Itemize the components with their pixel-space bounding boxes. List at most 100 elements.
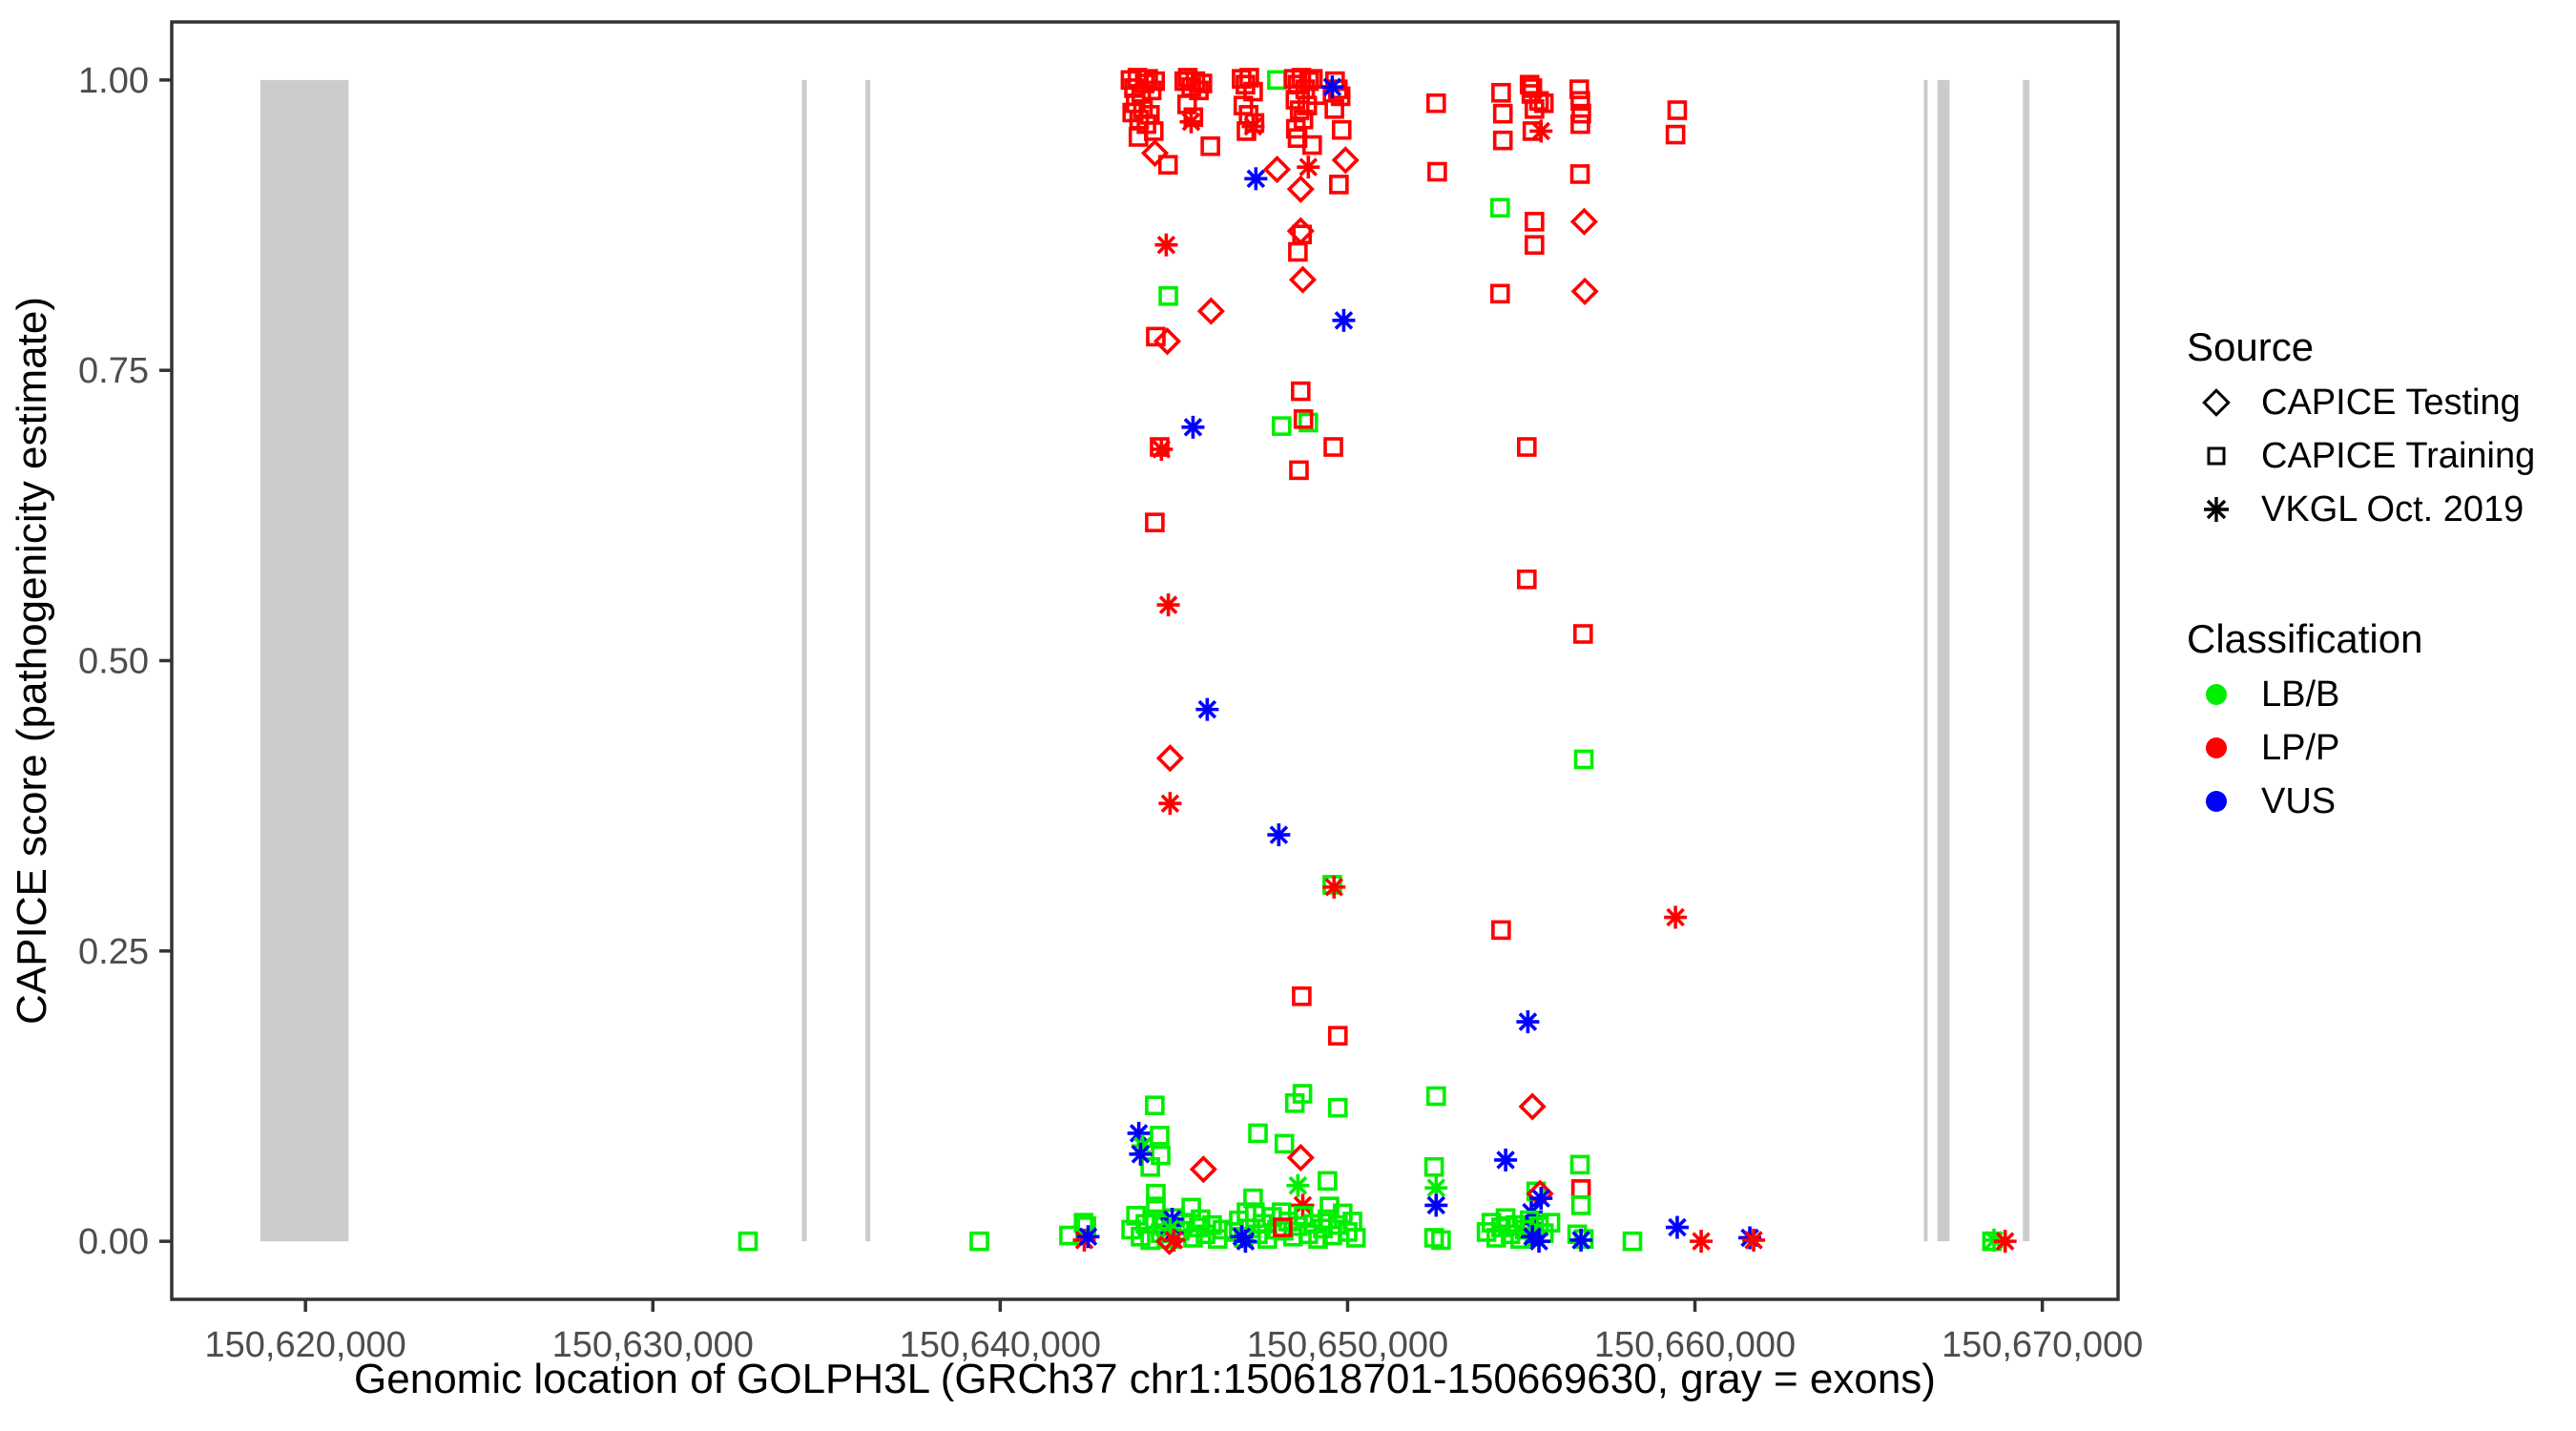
x-tick-label: 150,640,000 <box>900 1325 1101 1365</box>
data-point <box>1665 124 1686 145</box>
data-point <box>1525 212 1545 232</box>
data-point <box>1690 1230 1714 1254</box>
square-icon <box>2185 435 2248 477</box>
data-point <box>1517 437 1537 457</box>
legend-item-label: VUS <box>2261 780 2337 821</box>
x-axis-title: Genomic location of GOLPH3L (GRCh37 chr1… <box>354 1356 1936 1402</box>
x-tick-label: 150,660,000 <box>1594 1325 1796 1365</box>
data-point <box>1157 155 1178 176</box>
data-point <box>1573 624 1593 644</box>
legend-item-label: LP/P <box>2261 727 2340 768</box>
data-point <box>1525 98 1545 119</box>
data-point <box>1518 1092 1547 1121</box>
legend-item-vus: VUS <box>2185 775 2566 828</box>
data-point <box>1494 1148 1518 1172</box>
data-point <box>1154 233 1178 257</box>
y-tick-label: 0.25 <box>78 932 149 972</box>
data-point <box>1489 197 1510 218</box>
data-point <box>1525 235 1545 256</box>
data-point <box>1570 91 1590 112</box>
data-point <box>1288 241 1308 262</box>
data-point <box>1423 1156 1444 1177</box>
data-point <box>1332 308 1356 332</box>
data-point <box>1323 437 1343 457</box>
diamond-icon <box>2185 382 2248 424</box>
legend-item-capice-training: CAPICE Training <box>2185 429 2566 483</box>
exon-band <box>260 79 349 1242</box>
exon-band <box>865 79 871 1242</box>
data-point <box>1267 823 1291 847</box>
exon-band <box>1937 79 1950 1242</box>
data-point <box>1320 75 1344 99</box>
y-tick-label: 0.75 <box>78 351 149 391</box>
data-point <box>1196 297 1225 325</box>
data-point <box>1569 1154 1590 1175</box>
data-point <box>1427 161 1447 182</box>
data-point <box>1527 1230 1551 1254</box>
data-point <box>1665 1215 1689 1239</box>
data-point <box>1569 164 1590 184</box>
data-point <box>1145 71 1166 92</box>
data-point <box>1622 1231 1643 1252</box>
data-point <box>1248 1123 1268 1144</box>
data-point <box>1570 1179 1591 1199</box>
y-axis-title: CAPICE score (pathogenicity estimate) <box>9 297 55 1025</box>
data-point <box>1271 416 1292 436</box>
data-point <box>1664 905 1688 929</box>
data-point <box>1155 744 1184 773</box>
data-point <box>1298 412 1319 433</box>
data-point <box>1286 1173 1310 1197</box>
red-dot-icon <box>2185 727 2248 769</box>
data-point <box>1492 103 1513 124</box>
data-point <box>1179 110 1203 134</box>
panel-border <box>170 20 2120 1301</box>
data-point <box>1286 175 1315 203</box>
legend: Source CAPICE Testing CAPICE Training <box>2185 324 2566 828</box>
blue-dot-icon <box>2185 780 2248 822</box>
data-point <box>1262 156 1292 184</box>
data-point <box>1158 792 1182 816</box>
data-point <box>1200 135 1220 156</box>
legend-item-label: VKGL Oct. 2019 <box>2261 488 2524 529</box>
asterisk-icon <box>2185 488 2248 530</box>
y-tick-label: 0.00 <box>78 1222 149 1262</box>
data-point <box>1145 512 1165 532</box>
data-point <box>1129 1142 1153 1166</box>
data-point <box>1491 82 1511 103</box>
data-point <box>1293 409 1314 429</box>
data-point <box>1150 1126 1170 1146</box>
data-point <box>1151 1145 1171 1166</box>
data-point <box>1286 1143 1315 1172</box>
data-point <box>1146 1196 1166 1216</box>
data-point <box>1243 1188 1263 1209</box>
data-point <box>1331 146 1360 175</box>
data-point <box>1239 68 1259 88</box>
data-point <box>1568 79 1589 99</box>
legend-spacer <box>2185 536 2566 616</box>
data-point <box>1146 1183 1166 1204</box>
data-point <box>1425 1086 1446 1107</box>
data-point <box>1297 156 1320 179</box>
legend-item-lbb: LB/B <box>2185 668 2566 721</box>
legend-item-lpp: LP/P <box>2185 721 2566 775</box>
legend-source-title: Source <box>2187 324 2315 369</box>
data-point <box>1322 875 1342 895</box>
y-tick-label: 0.50 <box>78 642 149 682</box>
data-point <box>737 1231 758 1252</box>
data-point <box>1292 985 1312 1006</box>
data-point <box>1329 175 1349 195</box>
x-tick-label: 150,650,000 <box>1247 1325 1448 1365</box>
data-point <box>1331 119 1352 140</box>
data-point <box>1192 73 1213 93</box>
data-point <box>1492 130 1513 151</box>
legend-classification-title: Classification <box>2187 616 2423 661</box>
green-dot-icon <box>2185 674 2248 716</box>
data-point <box>1540 1213 1561 1233</box>
data-point <box>1516 1010 1540 1034</box>
data-point <box>1288 265 1318 294</box>
data-point <box>969 1231 989 1252</box>
data-point <box>1489 283 1510 304</box>
data-point <box>1274 1133 1295 1154</box>
data-point <box>1189 1155 1217 1184</box>
